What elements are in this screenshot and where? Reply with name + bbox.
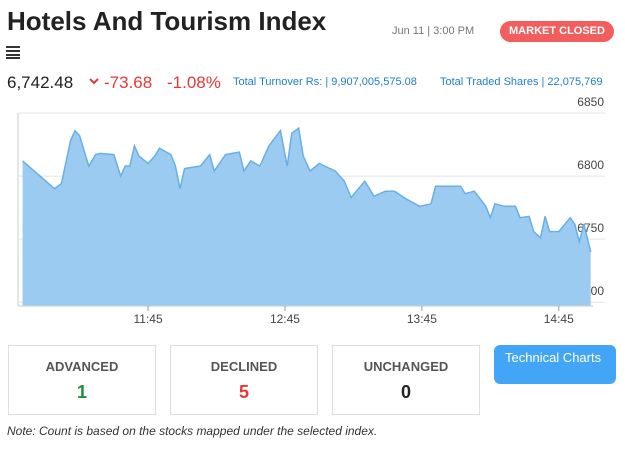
x-tick-label: 14:45 — [544, 312, 574, 326]
x-tick-label: 13:45 — [407, 312, 437, 326]
advanced-box: ADVANCED 1 — [8, 345, 156, 415]
y-tick-label: 6800 — [577, 158, 604, 172]
y-tick-label: 6850 — [577, 95, 604, 109]
turnover: Total Turnover Rs: | 9,907,005,575.08 — [233, 76, 417, 88]
note: Note: Count is based on the stocks mappe… — [7, 424, 378, 438]
title: Hotels And Tourism Index — [7, 6, 327, 36]
x-tick-label: 11:45 — [133, 312, 162, 326]
unchanged-count: 0 — [400, 382, 411, 402]
declined-box: DECLINED 5 — [170, 345, 318, 415]
x-tick-label: 12:45 — [270, 312, 300, 326]
datetime: Jun 11 | 3:00 PM — [392, 25, 475, 37]
change-pct: -1.08% — [167, 73, 221, 92]
unchanged-box: UNCHANGED 0 — [332, 345, 480, 415]
status-badge: MARKET CLOSED — [500, 21, 614, 42]
advanced-count: 1 — [76, 382, 87, 402]
menu-icon[interactable] — [6, 45, 22, 59]
traded-shares: Total Traded Shares | 22,075,769 — [440, 76, 603, 88]
unchanged-label: UNCHANGED — [363, 359, 449, 374]
price-line — [22, 126, 592, 252]
down-chevron — [89, 78, 99, 85]
advanced-label: ADVANCED — [45, 359, 119, 374]
change: -73.68 — [104, 73, 153, 92]
declined-count: 5 — [238, 382, 249, 402]
declined-label: DECLINED — [210, 359, 278, 374]
technical-charts-button[interactable]: Technical Charts — [494, 345, 616, 384]
area-fill — [22, 128, 591, 306]
index-value: 6,742.48 — [7, 73, 74, 92]
